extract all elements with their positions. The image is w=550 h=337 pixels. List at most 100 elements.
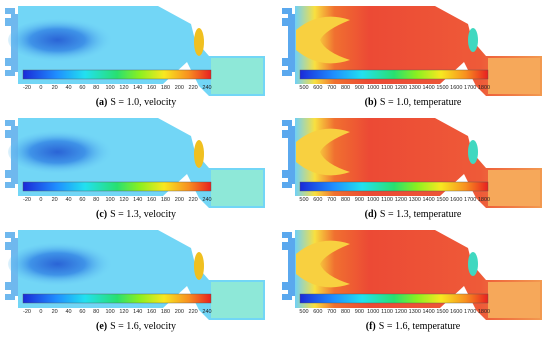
inlet: [282, 120, 292, 126]
colorbar: [299, 69, 489, 80]
outlet: [488, 282, 540, 318]
colorbar-tick: 1200: [395, 197, 407, 203]
caption-label: (c): [96, 209, 107, 220]
inlet: [5, 182, 15, 188]
flow-core: [8, 130, 118, 174]
colorbar-tick: 240: [202, 197, 211, 203]
colorbar-tick: 1000: [367, 85, 379, 91]
caption: (f) S = 1.6, temperature: [366, 321, 461, 332]
outlet: [488, 170, 540, 206]
inlet: [282, 130, 288, 138]
flame: [296, 128, 350, 176]
colorbar-tick: 1300: [409, 309, 421, 315]
colorbar-tick: 40: [65, 197, 71, 203]
colorbar: [22, 293, 212, 304]
colorbar-tick: 200: [175, 85, 184, 91]
caption-text: S = 1.3, temperature: [380, 209, 462, 220]
caption-label: (f): [366, 321, 376, 332]
inlet: [5, 58, 11, 66]
inlet: [5, 242, 11, 250]
colorbar-tick: 1100: [381, 85, 393, 91]
colorbar-tick: 500: [299, 309, 308, 315]
colorbar-tick: 1100: [381, 309, 393, 315]
colorbar-tick: 1700: [464, 309, 476, 315]
colorbar-tick: 700: [327, 85, 336, 91]
colorbar-tick: 700: [327, 309, 336, 315]
colorbar-tick: 60: [79, 85, 85, 91]
colorbar-tick: 900: [355, 309, 364, 315]
colorbar-tick: -20: [23, 197, 31, 203]
colorbar-tick: 1300: [409, 197, 421, 203]
colorbar-tick: 1200: [395, 85, 407, 91]
caption-label: (b): [365, 97, 377, 108]
colorbar-tick: 220: [189, 85, 198, 91]
exit-jet: [468, 28, 478, 52]
colorbar-tick: 120: [119, 309, 128, 315]
colorbar-tick: 120: [119, 85, 128, 91]
colorbar-tick: 1600: [450, 85, 462, 91]
colorbar-tick: 600: [313, 309, 322, 315]
colorbar-tick: 20: [52, 85, 58, 91]
inlet: [5, 120, 15, 126]
caption-label: (e): [96, 321, 107, 332]
colorbar-tick: 180: [161, 197, 170, 203]
colorbar-tick: 40: [65, 85, 71, 91]
colorbar-tick: 240: [202, 85, 211, 91]
caption: (a) S = 1.0, velocity: [96, 97, 177, 108]
inlet: [5, 130, 11, 138]
colorbar-tick: 800: [341, 197, 350, 203]
colorbar-tick: 200: [175, 309, 184, 315]
colorbar-tick: 80: [93, 197, 99, 203]
caption-text: S = 1.0, velocity: [110, 97, 176, 108]
outlet: [211, 170, 263, 206]
colorbar-tick: 600: [313, 85, 322, 91]
caption: (e) S = 1.6, velocity: [96, 321, 176, 332]
inlet: [5, 8, 15, 14]
exit-jet: [468, 140, 478, 164]
caption-text: S = 1.6, temperature: [379, 321, 461, 332]
caption: (b) S = 1.0, temperature: [365, 97, 462, 108]
colorbar-tick: 20: [52, 309, 58, 315]
caption-label: (d): [365, 209, 377, 220]
colorbar-tick: 0: [39, 309, 42, 315]
flow-core: [8, 242, 118, 286]
colorbar-tick: 1100: [381, 197, 393, 203]
colorbar-tick: 1500: [436, 85, 448, 91]
exit-jet: [194, 252, 204, 280]
caption-label: (a): [96, 97, 108, 108]
colorbar-tick: 1200: [395, 309, 407, 315]
outlet: [211, 282, 263, 318]
outlet: [211, 58, 263, 94]
colorbar-tick: 140: [133, 85, 142, 91]
exit-jet: [468, 252, 478, 276]
outlet: [488, 58, 540, 94]
colorbar-tick: 1800: [478, 309, 490, 315]
colorbar-tick: 1700: [464, 85, 476, 91]
caption-text: S = 1.3, velocity: [110, 209, 176, 220]
colorbar-tick: 800: [341, 85, 350, 91]
colorbar-tick: 1700: [464, 197, 476, 203]
colorbar-tick: 700: [327, 197, 336, 203]
colorbar-tick: 900: [355, 197, 364, 203]
colorbar-tick: 160: [147, 197, 156, 203]
inlet: [5, 170, 11, 178]
colorbar-tick: 180: [161, 85, 170, 91]
inlet: [282, 242, 288, 250]
colorbar-tick: 1500: [436, 197, 448, 203]
colorbar-tick: 240: [202, 309, 211, 315]
exit-jet: [194, 140, 204, 168]
inlet: [282, 170, 288, 178]
exit-jet: [194, 28, 204, 56]
inlet: [282, 8, 292, 14]
colorbar-tick: 900: [355, 85, 364, 91]
colorbar-tick: 220: [189, 309, 198, 315]
colorbar: [299, 181, 489, 192]
inlet: [5, 232, 15, 238]
colorbar-tick: 1400: [422, 85, 434, 91]
caption-text: S = 1.0, temperature: [380, 97, 462, 108]
colorbar-tick: 160: [147, 85, 156, 91]
inlet: [282, 232, 292, 238]
panel: 500 600 700 800 900 1000 1100 1200 1300 1400 1500 1…: [282, 118, 542, 220]
colorbar-tick: 1800: [478, 85, 490, 91]
